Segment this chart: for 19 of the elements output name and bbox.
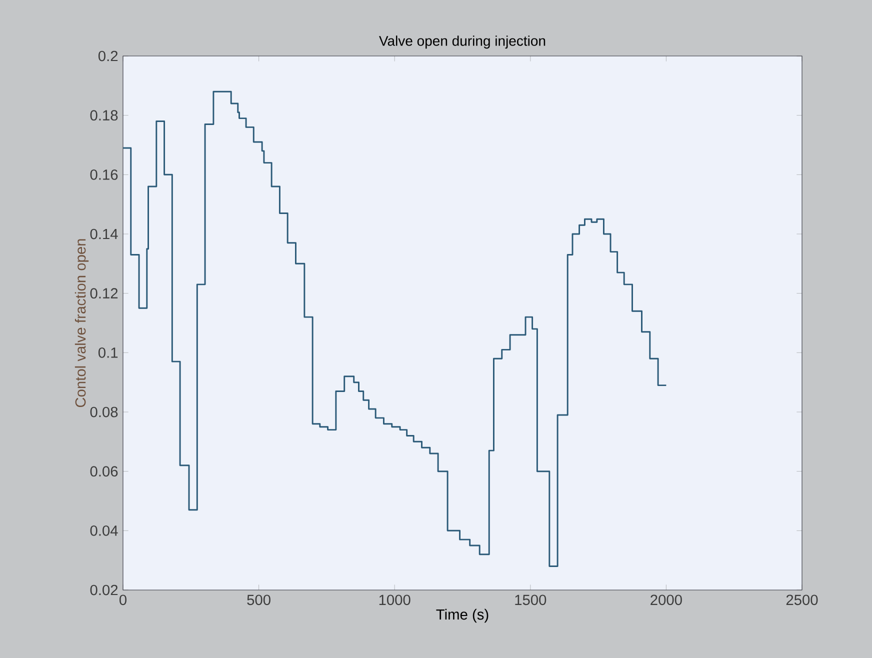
y-tick-label: 0.18 <box>90 110 118 121</box>
y-tick-label: 0.2 <box>98 50 118 62</box>
x-tick-label: 1000 <box>379 594 410 606</box>
y-tick-label: 0.06 <box>90 466 118 477</box>
x-tick-label: 2000 <box>650 594 682 606</box>
x-tick-label: 0 <box>119 594 126 606</box>
x-tick-label: 1500 <box>515 594 546 606</box>
y-tick-label: 0.02 <box>90 584 118 596</box>
y-tick-label: 0.12 <box>90 288 118 299</box>
x-axis-title: Time (s) <box>436 608 488 623</box>
y-tick-label: 0.16 <box>90 169 118 180</box>
x-tick-label: 2500 <box>786 594 818 606</box>
x-tick-label: 500 <box>247 594 270 606</box>
y-tick-label: 0.1 <box>98 347 118 358</box>
y-tick-label: 0.08 <box>90 406 118 418</box>
y-axis-title: Contol valve fraction open <box>74 239 89 408</box>
y-tick-label: 0.14 <box>90 228 118 240</box>
y-tick-label: 0.04 <box>90 525 118 536</box>
chart-title: Valve open during injection <box>379 36 546 49</box>
